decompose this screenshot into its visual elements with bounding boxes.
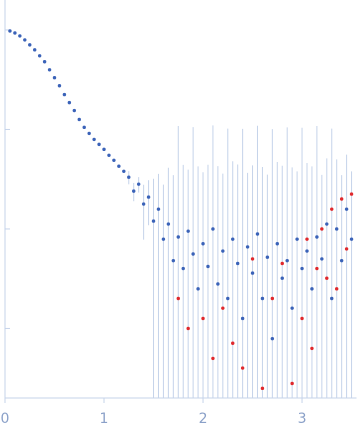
point [201,316,205,321]
point [67,100,72,105]
point [82,125,86,130]
point [226,296,230,301]
point [315,266,319,271]
point [320,257,324,261]
point [166,222,171,226]
point [161,237,166,241]
point [280,261,284,266]
point [305,237,309,241]
point [280,276,284,280]
point [146,195,151,199]
point [132,189,136,193]
point [171,258,176,263]
point [112,158,116,162]
x-tick-label: 3 [298,411,307,427]
point [325,222,329,226]
point [216,282,220,286]
point [206,264,210,269]
point [87,131,91,136]
point [181,266,185,271]
point [122,169,126,173]
point [305,249,309,253]
point [344,207,349,211]
point [151,219,156,223]
point [136,182,141,186]
point [211,227,215,231]
point [300,266,304,271]
point [8,29,12,33]
point [300,316,304,321]
point [186,229,190,233]
point [77,117,81,122]
point [255,232,260,236]
point [72,108,77,113]
point [260,296,265,301]
point [245,245,250,249]
point [295,237,299,241]
point [285,258,289,263]
point [349,192,354,196]
point [339,197,344,201]
point [28,43,32,47]
point [310,287,314,291]
point [240,316,245,321]
point [127,175,131,179]
point [42,60,47,64]
point [310,346,314,351]
point [221,306,225,310]
point [325,276,329,280]
point [250,257,255,261]
point [18,34,22,38]
point [211,356,215,361]
point [270,296,275,301]
point [23,38,27,42]
point [270,336,275,341]
point [37,54,42,58]
point [97,142,101,147]
point [235,261,240,266]
point [62,92,67,97]
point [52,76,57,80]
point [196,287,200,291]
point [221,249,225,253]
point [349,237,354,241]
point [334,227,339,231]
point [92,137,96,142]
point [117,164,121,168]
x-tick-label: 2 [199,411,208,427]
point [13,31,17,35]
point [290,306,294,310]
point [201,242,205,246]
point [265,255,270,259]
point [57,84,62,88]
point [250,271,255,275]
point [231,237,235,241]
point [191,252,195,256]
point [102,147,106,152]
point [156,207,161,211]
point [47,68,52,72]
x-tick-label: 0 [1,411,10,427]
point [315,235,319,239]
point [330,296,334,301]
point [330,207,334,211]
point [107,153,111,157]
point [339,258,344,263]
point [231,341,235,345]
point [240,366,245,370]
point [176,235,180,239]
point [141,202,146,206]
point [33,48,37,52]
point [334,287,339,291]
point [320,227,324,231]
point [186,326,190,331]
point [260,386,265,391]
x-tick-label: 1 [100,411,109,427]
point [344,247,349,251]
point [275,242,279,246]
point [290,381,294,386]
point [176,296,180,301]
